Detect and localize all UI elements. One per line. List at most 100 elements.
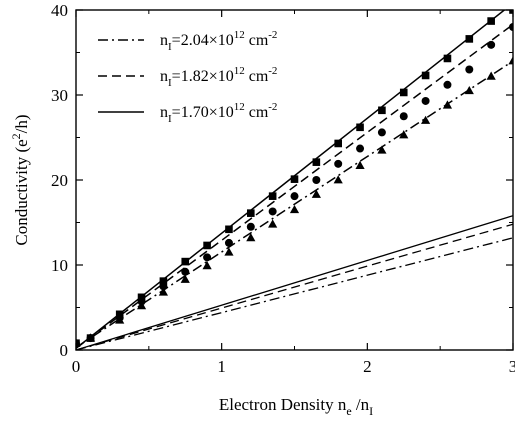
data-point-square — [421, 71, 430, 80]
legend-label-part: -2 — [268, 101, 277, 113]
data-point-circle — [290, 192, 299, 201]
legend-label-part: =1.70×10 — [172, 104, 234, 121]
series-markers — [76, 10, 513, 348]
data-point-triangle — [355, 160, 365, 169]
legend-label-part: cm — [245, 104, 269, 121]
data-point-square — [225, 225, 233, 234]
data-point-square — [356, 123, 364, 132]
legend-label-part: =1.82×10 — [172, 68, 234, 85]
data-point-circle — [224, 238, 233, 247]
legend-label-part: n — [160, 104, 168, 121]
data-point-triangle — [246, 233, 256, 242]
legend-label-part: -2 — [268, 29, 277, 41]
x-tick-label: 2 — [363, 357, 372, 376]
data-point-square — [268, 192, 277, 200]
data-point-square — [115, 310, 124, 319]
fit-line-circle — [76, 23, 513, 349]
legend-label-part: -2 — [268, 65, 277, 77]
data-point-circle — [443, 80, 452, 89]
data-point-square — [203, 241, 211, 250]
data-point-triangle — [333, 175, 343, 184]
x-axis-title-sub2: I — [369, 404, 373, 418]
legend-label-part: =2.04×10 — [172, 32, 234, 49]
data-point-triangle — [486, 71, 496, 80]
data-point-square — [378, 106, 386, 115]
theory-line-circle — [76, 223, 513, 350]
y-axis-title-tail: /h) — [12, 114, 31, 133]
data-point-triangle — [158, 287, 168, 296]
legend-label-part: cm — [245, 68, 269, 85]
legend-label-part: n — [160, 32, 168, 49]
data-point-square — [312, 158, 321, 166]
y-axis-title-sup: 2 — [9, 133, 23, 139]
legend-label-part: 12 — [234, 65, 245, 77]
data-point-square — [487, 17, 495, 25]
legend-label-part: 12 — [234, 101, 245, 113]
data-point-square — [443, 54, 452, 63]
theory-line-triangle — [76, 237, 513, 350]
data-point-square — [181, 257, 190, 266]
legend-label-part: I — [168, 113, 172, 125]
legend-label-part: I — [168, 77, 172, 89]
data-point-triangle — [224, 247, 234, 256]
legend: nI=2.04×1012 cm-2nI=1.82×1012 cm-2nI=1.7… — [98, 29, 277, 125]
x-axis-title-sub1: e — [346, 404, 351, 418]
legend-label-part: I — [168, 41, 172, 53]
legend-label-square: nI=1.70×1012 cm-2 — [160, 101, 277, 125]
y-tick-label: 40 — [51, 1, 68, 20]
data-point-triangle — [377, 145, 387, 154]
y-tick-label: 20 — [51, 171, 68, 190]
data-point-triangle — [311, 189, 321, 198]
y-axis-title-main: Conductivity (e — [12, 139, 31, 245]
data-point-triangle — [180, 274, 190, 283]
legend-label-part: cm — [245, 32, 269, 49]
y-tick-label: 10 — [51, 256, 68, 275]
data-point-circle — [377, 128, 386, 137]
data-point-square — [334, 139, 342, 148]
data-point-circle — [421, 96, 430, 105]
x-tick-label: 1 — [217, 357, 226, 376]
data-point-circle — [487, 40, 496, 49]
data-point-triangle — [202, 261, 212, 270]
data-point-circle — [181, 267, 190, 276]
data-point-square — [290, 175, 299, 183]
data-point-triangle — [442, 100, 453, 109]
data-point-circle — [268, 207, 277, 216]
data-point-circle — [465, 65, 474, 74]
data-point-circle — [203, 253, 212, 262]
legend-label-circle: nI=1.82×1012 cm-2 — [160, 65, 277, 89]
legend-label-part: 12 — [234, 29, 245, 41]
data-point-square — [159, 277, 168, 285]
legend-label-triangle: nI=2.04×1012 cm-2 — [160, 29, 277, 53]
data-point-triangle — [464, 85, 474, 95]
x-axis-title-mid: /n — [352, 395, 370, 414]
data-point-circle — [356, 144, 365, 153]
data-point-square — [137, 293, 146, 302]
x-axis-title: Electron Density ne /nI — [219, 395, 373, 418]
x-tick-label: 0 — [72, 357, 81, 376]
data-point-square — [399, 88, 408, 97]
legend-label-part: n — [160, 68, 168, 85]
data-point-circle — [399, 112, 408, 121]
data-point-circle — [312, 176, 321, 184]
x-tick-label: 3 — [509, 357, 515, 376]
data-point-circle — [246, 222, 255, 231]
data-point-circle — [509, 23, 513, 31]
data-point-square — [86, 334, 95, 342]
data-point-triangle — [399, 130, 409, 139]
data-point-triangle — [508, 56, 513, 65]
y-axis-title: Conductivity (e2/h) — [9, 114, 31, 245]
data-point-triangle — [421, 115, 431, 124]
fit-line-triangle — [76, 60, 513, 349]
data-point-circle — [334, 159, 343, 168]
x-axis-title-main: Electron Density n — [219, 395, 347, 414]
theory-line-square — [76, 215, 513, 350]
data-point-square — [247, 209, 255, 217]
data-point-square — [465, 35, 474, 43]
y-tick-label: 0 — [60, 341, 69, 360]
y-tick-label: 30 — [51, 86, 68, 105]
data-point-triangle — [268, 219, 278, 228]
data-point-square — [509, 10, 513, 14]
